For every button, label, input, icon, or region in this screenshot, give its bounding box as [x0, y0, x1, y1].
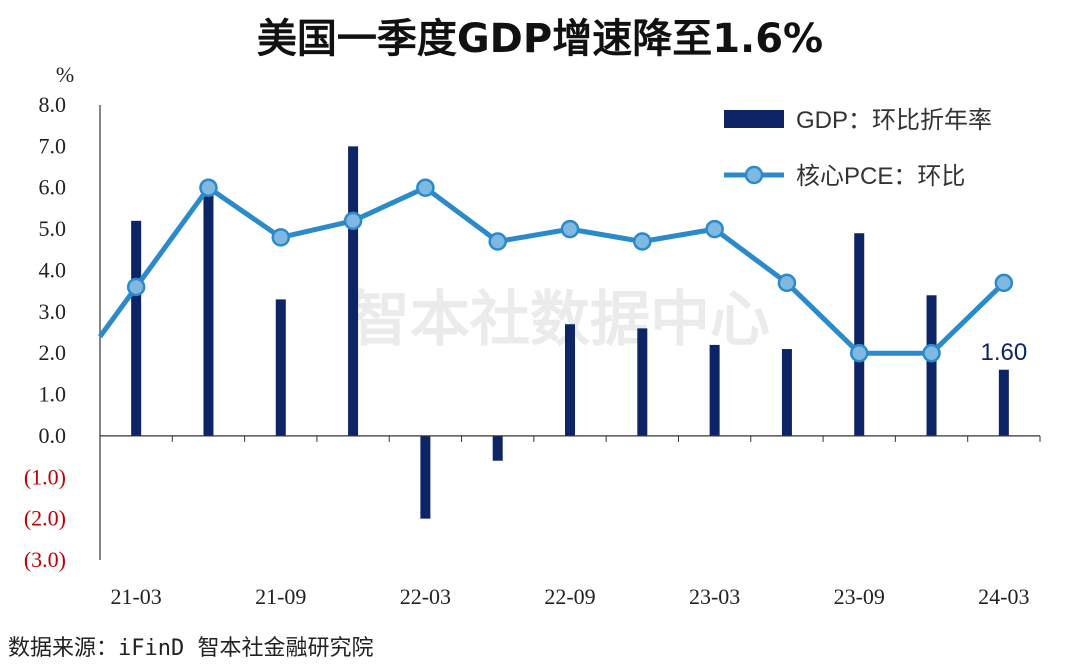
y-tick-label: (2.0) — [24, 506, 66, 531]
x-tick-label: 21-03 — [110, 584, 161, 609]
legend-label-pce: 核心PCE：环比 — [796, 163, 965, 190]
pce-marker — [343, 211, 363, 231]
x-tick-label: 23-03 — [689, 584, 740, 609]
x-tick-label: 24-03 — [978, 584, 1029, 609]
pce-marker — [271, 228, 291, 247]
legend-label-gdp: GDP：环比折年率 — [796, 107, 992, 134]
watermark-text: 智本社数据中心 — [350, 285, 770, 355]
y-tick-label: (1.0) — [24, 464, 66, 489]
legend-marker-pce — [744, 165, 764, 185]
y-tick-label: 8.0 — [39, 92, 67, 117]
y-tick-label: (3.0) — [24, 547, 66, 572]
gdp-bar — [854, 233, 865, 436]
y-tick-label: 3.0 — [39, 299, 67, 324]
data-source-note: 数据来源：iFinD 智本社金融研究院 — [8, 636, 374, 661]
pce-marker — [199, 178, 218, 197]
pce-marker — [922, 343, 941, 363]
y-tick-label: 5.0 — [39, 216, 67, 241]
x-tick-label: 21-09 — [255, 584, 306, 609]
gdp-bar — [926, 295, 937, 436]
gdp-bar — [565, 324, 575, 436]
gdp-bar — [998, 369, 1009, 436]
legend-swatch-gdp — [724, 110, 784, 128]
x-tick-label: 22-09 — [544, 584, 595, 609]
x-tick-label: 23-09 — [834, 584, 885, 609]
pce-marker — [633, 232, 652, 251]
pce-marker — [488, 232, 507, 251]
x-axis: 21-03 21-09 22-03 22-09 23-03 23-09 24-03 — [110, 584, 1029, 609]
pce-line-path — [97, 185, 1006, 356]
pce-line — [97, 178, 1014, 363]
pce-marker — [994, 273, 1014, 293]
y-tick-label: 4.0 — [39, 257, 67, 282]
gdp-bar — [203, 187, 214, 436]
y-tick-label: 1.0 — [39, 382, 67, 407]
gdp-bar — [348, 146, 359, 436]
gdp-bar — [492, 435, 503, 461]
gdp-bar — [275, 299, 286, 436]
pce-marker — [705, 219, 724, 239]
pce-marker — [849, 343, 869, 363]
gdp-bar — [709, 344, 720, 436]
gdp-bar — [781, 349, 792, 436]
y-axis: (3.0) (2.0) (1.0) 0.0 1.0 2.0 3.0 4.0 5.0 6.0 7.0 8… — [24, 92, 66, 572]
y-axis-unit: % — [56, 62, 74, 87]
y-tick-label: 6.0 — [39, 175, 67, 200]
pce-marker — [126, 277, 146, 297]
gdp-bar — [420, 435, 431, 519]
gdp-bar — [131, 220, 142, 436]
chart-title: 美国一季度GDP增速降至1.6% — [256, 16, 824, 62]
y-tick-label: 0.0 — [39, 423, 67, 448]
data-label: 1.60 — [980, 339, 1027, 366]
gdp-bar — [637, 328, 648, 436]
pce-marker — [416, 178, 435, 197]
pce-marker — [777, 273, 797, 293]
y-tick-label: 7.0 — [39, 133, 67, 158]
y-tick-label: 2.0 — [39, 340, 67, 365]
x-tick-label: 22-03 — [400, 584, 451, 609]
gdp-bars — [131, 146, 1009, 519]
pce-marker — [560, 219, 580, 239]
annotations: 1.60 — [980, 339, 1027, 366]
